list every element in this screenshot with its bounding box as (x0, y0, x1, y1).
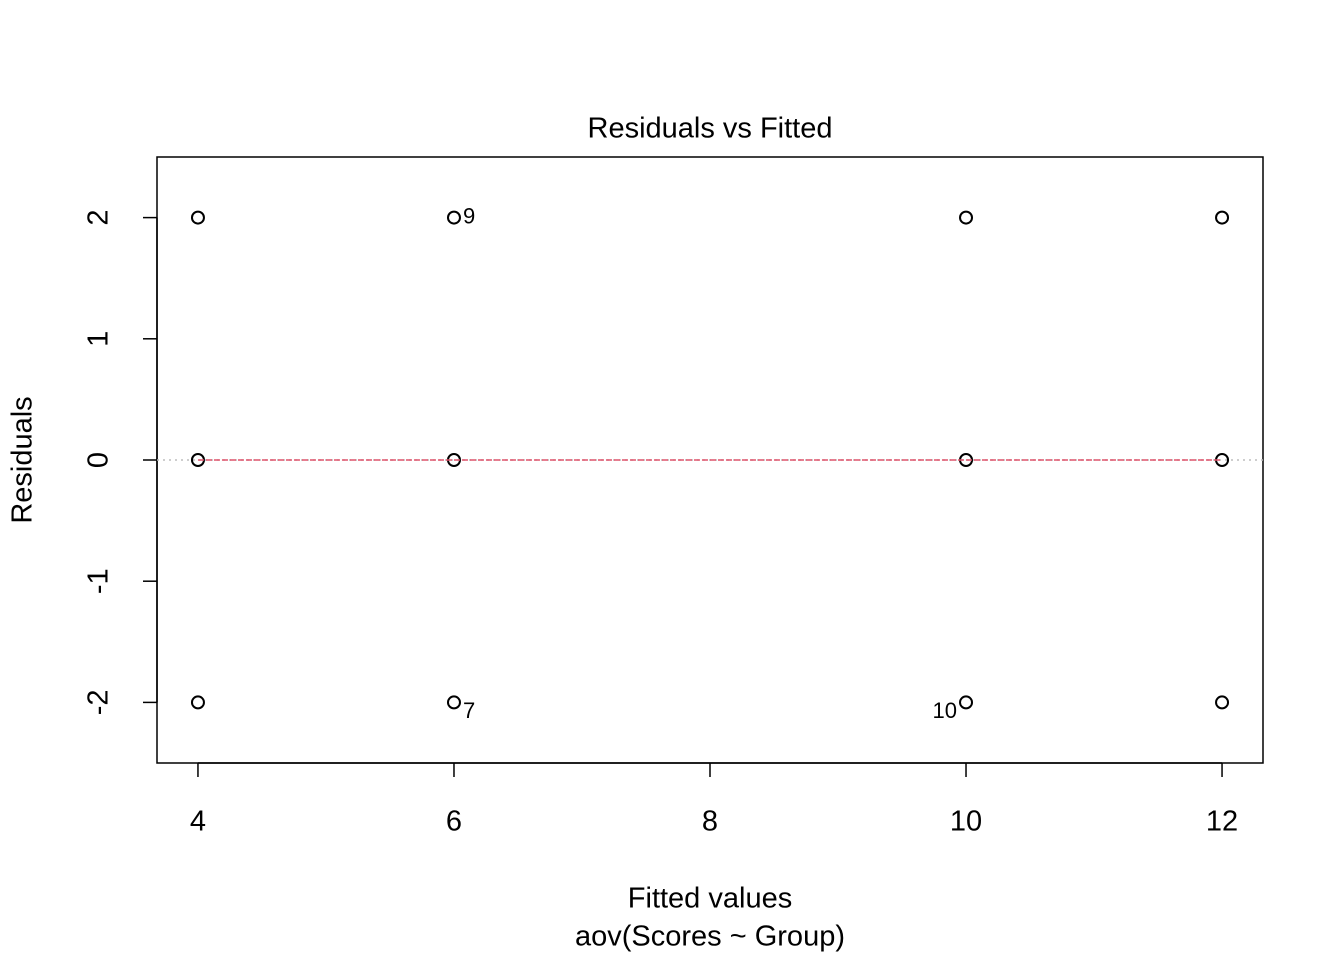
point-label: 10 (933, 698, 957, 723)
point (1215, 695, 1230, 710)
point (959, 210, 974, 225)
y-tick-label: 1 (83, 331, 115, 347)
x-tick-label: 4 (190, 806, 206, 838)
y-tick-label: -1 (83, 568, 115, 594)
point (446, 210, 461, 225)
subtitle: aov(Scores ~ Group) (575, 921, 845, 953)
point (959, 695, 974, 710)
x-axis-label: Fitted values (628, 883, 792, 915)
point (190, 210, 205, 225)
x-tick-label: 6 (446, 806, 462, 838)
point (446, 695, 461, 710)
y-axis-label: Residuals (7, 396, 39, 523)
point-label: 9 (463, 203, 475, 228)
chart-title: Residuals vs Fitted (588, 113, 833, 145)
point (190, 695, 205, 710)
x-tick-label: 10 (950, 806, 982, 838)
y-tick-label: 2 (83, 210, 115, 226)
y-tick-label: -2 (83, 690, 115, 716)
point (1215, 210, 1230, 225)
x-tick-label: 8 (702, 806, 718, 838)
y-tick-label: 0 (83, 452, 115, 468)
point-label: 7 (463, 698, 475, 723)
x-tick-label: 12 (1206, 806, 1238, 838)
